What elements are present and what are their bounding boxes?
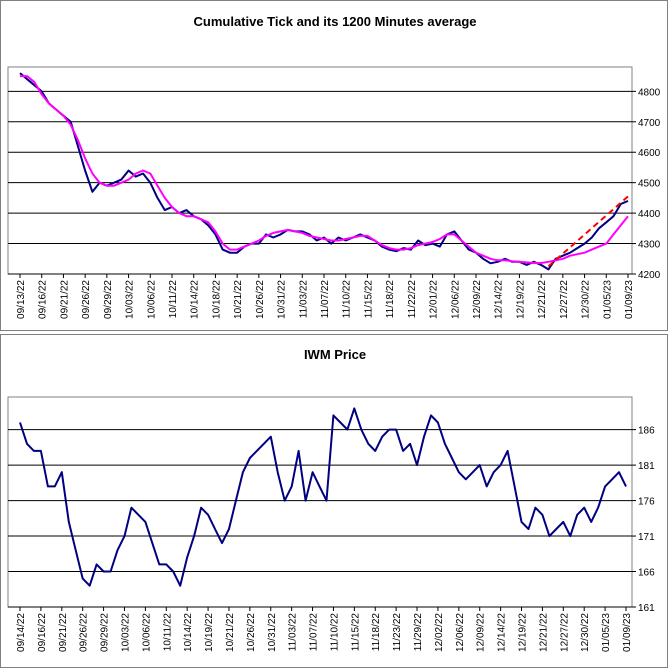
x-tick-label: 10/26/22 <box>255 280 266 319</box>
x-tick-label: 12/19/22 <box>518 613 529 652</box>
x-tick-label: 12/21/22 <box>538 613 549 652</box>
x-tick-label: 09/29/22 <box>100 613 111 652</box>
x-tick-label: 12/27/22 <box>559 280 570 319</box>
x-tick-label: 11/03/22 <box>298 280 309 319</box>
x-tick-label: 09/16/22 <box>37 613 48 652</box>
y-tick-label: 4500 <box>638 179 661 190</box>
x-tick-label: 11/10/22 <box>342 280 353 319</box>
x-tick-label: 11/15/22 <box>350 613 361 652</box>
x-tick-label: 12/09/22 <box>476 613 487 652</box>
series-line <box>20 75 629 264</box>
x-tick-label: 01/05/23 <box>602 280 613 319</box>
x-tick-label: 12/09/22 <box>472 280 483 319</box>
x-tick-label: 11/03/22 <box>288 613 299 652</box>
x-tick-label: 12/02/22 <box>434 613 445 652</box>
x-tick-label: 10/06/22 <box>141 613 152 652</box>
y-tick-label: 4700 <box>638 118 661 129</box>
y-tick-label: 181 <box>638 461 655 472</box>
y-tick-label: 186 <box>638 426 655 437</box>
x-tick-label: 11/18/22 <box>385 280 396 319</box>
x-tick-label: 10/14/22 <box>190 280 201 319</box>
y-tick-label: 4400 <box>638 209 661 220</box>
x-tick-label: 11/18/22 <box>371 613 382 652</box>
x-tick-label: 09/26/22 <box>79 613 90 652</box>
x-tick-label: 09/26/22 <box>81 280 92 319</box>
x-tick-label: 12/01/22 <box>429 280 440 319</box>
x-tick-label: 10/11/22 <box>162 613 173 652</box>
x-tick-label: 10/19/22 <box>204 613 215 652</box>
plot-area <box>7 396 633 608</box>
x-tick-label: 10/26/22 <box>246 613 257 652</box>
y-tick-label: 4800 <box>638 87 661 98</box>
x-tick-label: 01/05/23 <box>601 613 612 652</box>
y-tick-label: 171 <box>638 532 655 543</box>
x-tick-label: 11/23/22 <box>392 613 403 652</box>
x-tick-label: 10/21/22 <box>225 613 236 652</box>
x-tick-label: 10/21/22 <box>233 280 244 319</box>
x-tick-label: 01/09/23 <box>622 613 633 652</box>
x-tick-label: 10/31/22 <box>277 280 288 319</box>
x-tick-label: 09/21/22 <box>59 280 70 319</box>
x-tick-label: 11/15/22 <box>363 280 374 319</box>
x-tick-label: 10/06/22 <box>146 280 157 319</box>
chart-title: Cumulative Tick and its 1200 Minutes ave… <box>194 14 477 29</box>
x-tick-label: 12/06/22 <box>455 613 466 652</box>
x-tick-label: 11/07/22 <box>309 613 320 652</box>
chart-title: IWM Price <box>304 347 366 362</box>
x-tick-label: 09/29/22 <box>103 280 114 319</box>
x-tick-label: 11/10/22 <box>329 613 340 652</box>
series-line <box>19 72 629 271</box>
x-tick-label: 12/27/22 <box>559 613 570 652</box>
x-tick-label: 12/30/22 <box>581 280 592 319</box>
y-tick-label: 166 <box>638 568 655 579</box>
x-tick-label: 12/14/22 <box>497 613 508 652</box>
x-tick-label: 10/14/22 <box>183 613 194 652</box>
x-tick-label: 10/31/22 <box>267 613 278 652</box>
x-tick-label: 11/29/22 <box>413 613 424 652</box>
x-tick-label: 10/03/22 <box>120 613 131 652</box>
y-tick-label: 176 <box>638 497 655 508</box>
x-tick-label: 12/30/22 <box>580 613 591 652</box>
x-tick-label: 10/18/22 <box>211 280 222 319</box>
x-tick-label: 01/09/23 <box>624 280 635 319</box>
plot-area <box>7 66 633 275</box>
x-tick-label: 09/16/22 <box>38 280 49 319</box>
y-tick-label: 161 <box>638 603 655 614</box>
x-tick-label: 12/06/22 <box>450 280 461 319</box>
series-line <box>19 407 627 587</box>
x-tick-label: 10/11/22 <box>168 280 179 319</box>
x-tick-label: 12/21/22 <box>537 280 548 319</box>
y-tick-label: 4200 <box>638 270 661 281</box>
x-tick-label: 11/07/22 <box>320 280 331 319</box>
x-tick-label: 09/13/22 <box>16 280 27 319</box>
x-tick-label: 09/14/22 <box>16 613 27 652</box>
x-tick-label: 12/19/22 <box>515 280 526 319</box>
y-tick-label: 4300 <box>638 240 661 251</box>
x-tick-label: 09/21/22 <box>58 613 69 652</box>
x-tick-label: 11/22/22 <box>407 280 418 319</box>
y-tick-label: 4600 <box>638 148 661 159</box>
x-tick-label: 12/14/22 <box>494 280 505 319</box>
x-tick-label: 10/03/22 <box>125 280 136 319</box>
trend-line <box>547 195 629 268</box>
